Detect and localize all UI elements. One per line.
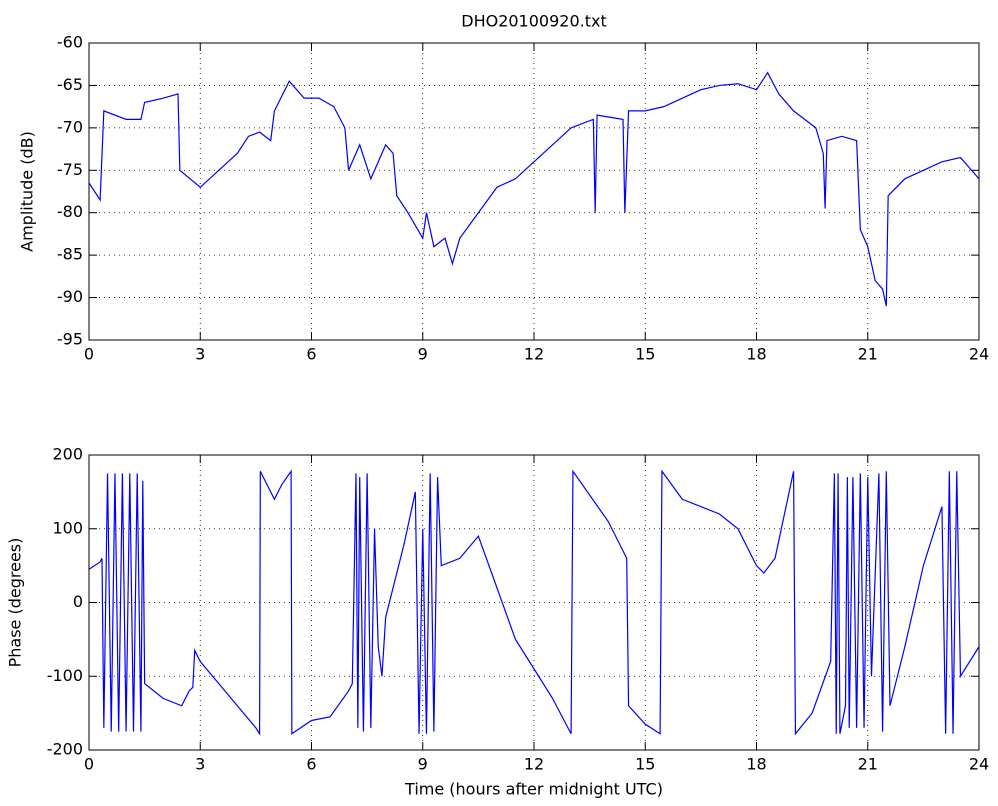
y-tick-label: -65 <box>57 75 83 94</box>
x-tick-label: 6 <box>306 345 316 364</box>
y-tick-label: -80 <box>57 202 83 221</box>
y-tick-label: -60 <box>57 33 83 52</box>
x-tick-label: 18 <box>746 345 766 364</box>
x-tick-label: 9 <box>418 755 428 774</box>
x-tick-label: 24 <box>969 345 989 364</box>
x-tick-label: 0 <box>84 755 94 774</box>
x-tick-label: 6 <box>306 755 316 774</box>
x-tick-label: 12 <box>524 755 544 774</box>
y-tick-label: -100 <box>47 666 83 685</box>
x-tick-label: 15 <box>635 345 655 364</box>
x-tick-label: 12 <box>524 345 544 364</box>
x-tick-label: 9 <box>418 345 428 364</box>
x-tick-label: 21 <box>858 345 878 364</box>
y-axis-label: Phase (degrees) <box>6 538 25 668</box>
x-tick-label: 15 <box>635 755 655 774</box>
chart-title: DHO20100920.txt <box>461 12 606 31</box>
y-tick-label: 100 <box>52 518 83 537</box>
y-tick-label: -70 <box>57 117 83 136</box>
x-axis-label: Time (hours after midnight UTC) <box>404 780 663 799</box>
data-line <box>88 71 980 307</box>
y-tick-label: 0 <box>73 592 83 611</box>
x-tick-label: 24 <box>969 755 989 774</box>
y-tick-label: -75 <box>57 160 83 179</box>
y-tick-label: -95 <box>57 330 83 349</box>
y-tick-label: -85 <box>57 245 83 264</box>
y-tick-label: 200 <box>52 445 83 464</box>
x-tick-label: 0 <box>84 345 94 364</box>
y-axis-label: Amplitude (dB) <box>18 131 37 252</box>
plot-area <box>88 42 980 341</box>
x-tick-label: 3 <box>195 755 205 774</box>
axes-box <box>88 454 980 751</box>
y-tick-label: -200 <box>47 740 83 759</box>
x-tick-label: 21 <box>858 755 878 774</box>
x-tick-label: 3 <box>195 345 205 364</box>
data-line <box>88 469 980 736</box>
x-tick-label: 18 <box>746 755 766 774</box>
y-tick-label: -90 <box>57 287 83 306</box>
axes-box <box>88 42 980 341</box>
